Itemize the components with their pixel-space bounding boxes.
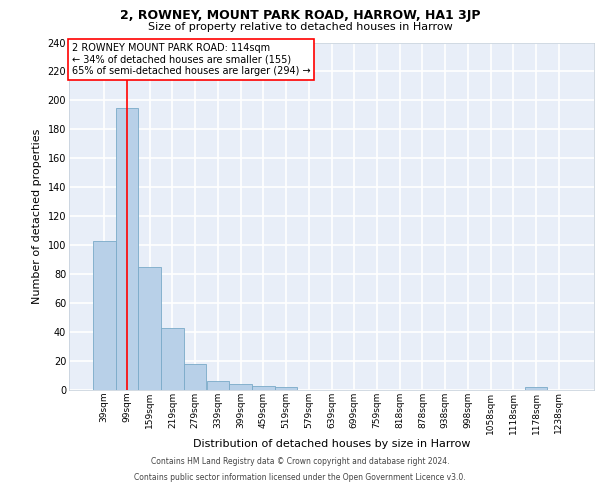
Bar <box>184 364 206 390</box>
Bar <box>161 328 184 390</box>
Text: 2 ROWNEY MOUNT PARK ROAD: 114sqm
← 34% of detached houses are smaller (155)
65% : 2 ROWNEY MOUNT PARK ROAD: 114sqm ← 34% o… <box>71 43 310 76</box>
Bar <box>116 108 139 390</box>
Bar <box>252 386 275 390</box>
Bar <box>229 384 252 390</box>
X-axis label: Distribution of detached houses by size in Harrow: Distribution of detached houses by size … <box>193 439 470 449</box>
Text: Contains HM Land Registry data © Crown copyright and database right 2024.: Contains HM Land Registry data © Crown c… <box>151 458 449 466</box>
Bar <box>93 241 116 390</box>
Bar <box>275 387 298 390</box>
Bar <box>524 387 547 390</box>
Bar <box>206 382 229 390</box>
Text: Contains public sector information licensed under the Open Government Licence v3: Contains public sector information licen… <box>134 472 466 482</box>
Y-axis label: Number of detached properties: Number of detached properties <box>32 128 42 304</box>
Bar <box>139 267 161 390</box>
Text: 2, ROWNEY, MOUNT PARK ROAD, HARROW, HA1 3JP: 2, ROWNEY, MOUNT PARK ROAD, HARROW, HA1 … <box>120 9 480 22</box>
Text: Size of property relative to detached houses in Harrow: Size of property relative to detached ho… <box>148 22 452 32</box>
